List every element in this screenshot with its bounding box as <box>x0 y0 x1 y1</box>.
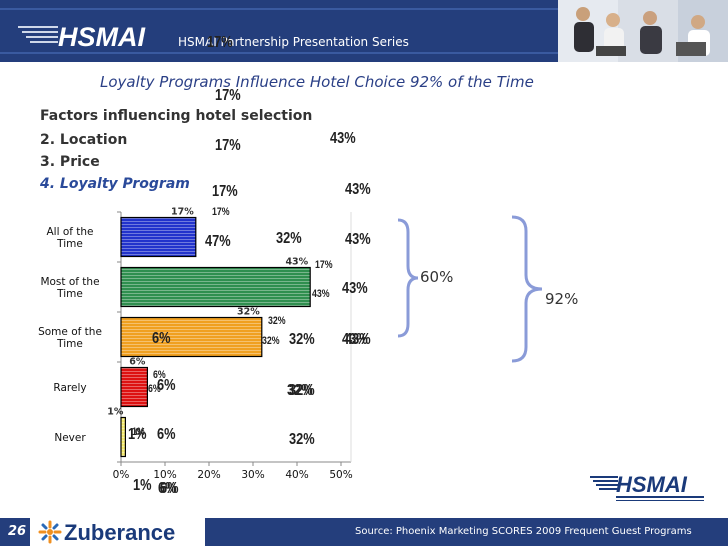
x-tick-label: 40% <box>285 469 308 481</box>
bracket-60-label: 60% <box>420 268 454 286</box>
overlay-percent-label: 6% <box>157 377 176 394</box>
overlay-percent-label: 17% <box>315 259 333 271</box>
overlay-percent-label: 17% <box>207 34 233 51</box>
zuberance-star-icon <box>38 520 62 544</box>
category-label: Some of the Time <box>38 326 102 350</box>
overlay-percent-label: 17% <box>215 137 241 154</box>
overlay-percent-label: 32% <box>276 230 302 247</box>
bar-all-of-the-time <box>120 216 197 258</box>
factor-item-price: 3. Price <box>40 154 100 170</box>
bar-never <box>120 416 127 458</box>
x-tick-label: 50% <box>329 469 352 481</box>
factors-heading: Factors influencing hotel selection <box>40 108 313 124</box>
bracket-92-label: 92% <box>545 290 579 308</box>
overlay-percent-label: 43% <box>345 181 371 198</box>
bracket-60 <box>397 218 419 338</box>
x-tick-label: 0% <box>113 469 130 481</box>
source-note: Source: Phoenix Marketing SCORES 2009 Fr… <box>355 526 692 537</box>
zuberance-logo-text: Zuberance <box>64 520 176 545</box>
page-number: 26 <box>8 524 27 539</box>
overlay-percent-label: 6% <box>153 369 166 381</box>
factor-item-loyalty: 4. Loyalty Program <box>40 176 190 192</box>
overlay-percent-label: 32% <box>289 331 315 348</box>
overlay-percent-label: 32% <box>268 315 286 327</box>
business-people-photo <box>558 0 728 62</box>
hsmai-footer-logo: HSMAI <box>590 472 704 501</box>
slide-title: Loyalty Programs Influence Hotel Choice … <box>100 73 534 91</box>
overlay-percent-label: 1% <box>128 426 147 443</box>
bar-some-of-the-time <box>120 316 263 358</box>
overlay-percent-label: 6% <box>157 426 176 443</box>
value-label: 1% <box>107 407 124 418</box>
hsmai-footer-logo-text: HSMAI <box>616 472 688 497</box>
category-label: Rarely <box>53 382 86 394</box>
value-label: 32% <box>237 307 260 318</box>
category-label: All of the Time <box>46 226 93 250</box>
overlay-percent-label: 6% <box>152 330 171 347</box>
factors-list: 2. Location 3. Price 4. Loyalty Program <box>40 130 190 196</box>
overlay-percent-label: 43% <box>312 288 330 300</box>
header-stripe <box>0 52 728 54</box>
x-tick-label: 20% <box>197 469 220 481</box>
value-label: 43% <box>285 257 308 268</box>
overlay-percent-label: 47% <box>205 233 231 250</box>
overlay-percent-label: 17% <box>215 87 241 104</box>
series-title: HSMAI Partnership Presentation Series <box>178 35 409 49</box>
zuberance-logo: Zuberance <box>30 518 205 546</box>
hsmai-logo: HSMAI <box>18 22 145 50</box>
overlay-percent-label: 32% <box>289 382 315 399</box>
header-stripe <box>0 8 728 10</box>
bar-rarely <box>120 366 148 408</box>
overlay-percent-label: 6% <box>160 480 179 497</box>
overlay-percent-label: 1% <box>133 477 152 494</box>
x-tick-label: 30% <box>241 469 264 481</box>
overlay-percent-label: 6% <box>158 480 177 497</box>
overlay-percent-label: 1% <box>132 426 145 438</box>
overlay-percent-label: 17% <box>212 183 238 200</box>
overlay-percent-label: 32% <box>287 382 313 399</box>
footer-bar: 26 Zuberance Source: Phoenix Marketing S… <box>0 518 728 546</box>
factor-item-location: 2. Location <box>40 132 128 148</box>
overlay-percent-label: 43% <box>330 130 356 147</box>
hsmai-logo-text: HSMAI <box>58 22 145 50</box>
value-label: 17% <box>171 207 194 218</box>
overlay-percent-label: 43% <box>345 231 371 248</box>
overlay-percent-label: 43% <box>345 331 371 348</box>
overlay-percent-label: 17% <box>212 206 230 218</box>
overlay-percent-label: 6% <box>148 383 161 395</box>
overlay-percent-label: 43% <box>342 280 368 297</box>
bar-most-of-the-time <box>120 266 311 308</box>
category-label: Never <box>54 432 86 444</box>
overlay-percent-label: 32% <box>262 335 280 347</box>
value-label: 6% <box>129 357 146 368</box>
header-bar: HSMAI HSMAI Partnership Presentation Ser… <box>0 0 728 62</box>
overlay-percent-label: 32% <box>289 431 315 448</box>
bracket-92 <box>511 215 543 363</box>
bar-chart: All of the Time 17% Most of the Time 43% Some … <box>38 207 353 482</box>
x-tick-label: 10% <box>153 469 176 481</box>
category-label: Most of the Time <box>40 276 99 300</box>
overlay-percent-label: 43% <box>342 331 368 348</box>
